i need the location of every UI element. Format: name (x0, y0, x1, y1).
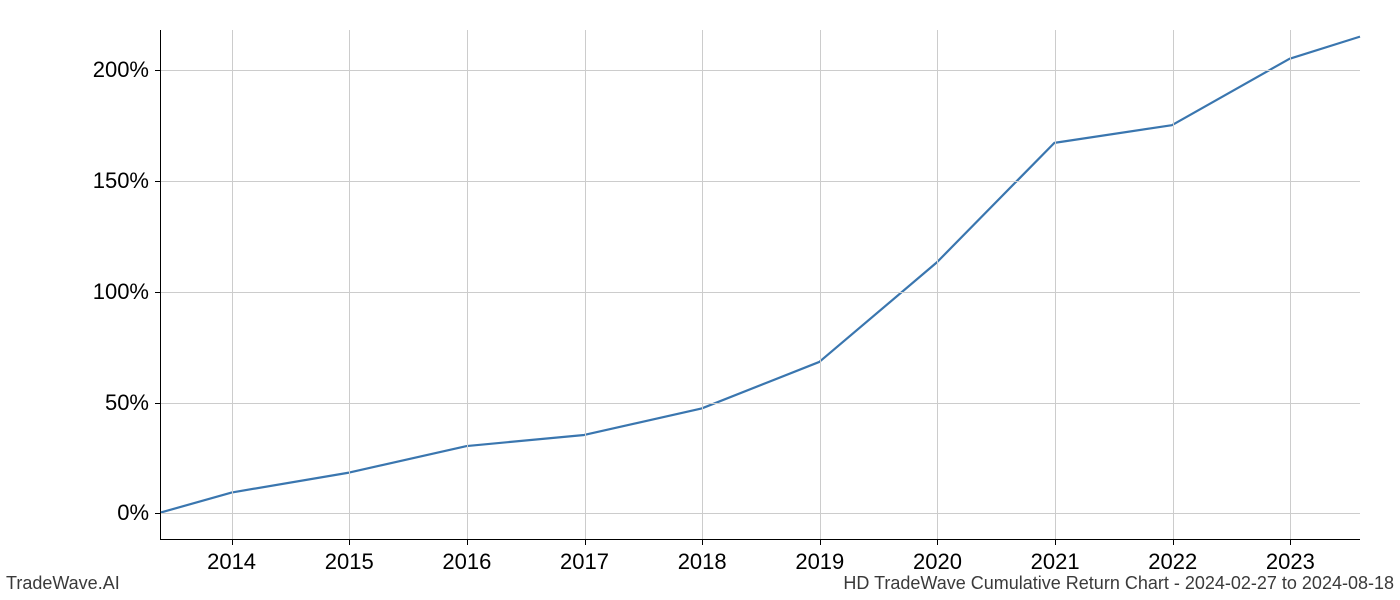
x-axis-label: 2017 (560, 549, 609, 575)
grid-line-v (232, 30, 233, 539)
grid-line-v (937, 30, 938, 539)
grid-line-h (161, 292, 1360, 293)
grid-line-v (349, 30, 350, 539)
y-axis-label: 150% (93, 168, 149, 194)
x-tick (1173, 539, 1174, 545)
x-axis-label: 2022 (1148, 549, 1197, 575)
y-tick (155, 181, 161, 182)
x-tick (585, 539, 586, 545)
plot-area: 0%50%100%150%200%20142015201620172018201… (160, 30, 1360, 540)
grid-line-h (161, 70, 1360, 71)
grid-line-v (1290, 30, 1291, 539)
grid-line-v (1055, 30, 1056, 539)
x-tick (1055, 539, 1056, 545)
x-tick (702, 539, 703, 545)
y-tick (155, 70, 161, 71)
line-series (161, 30, 1360, 539)
x-axis-label: 2014 (207, 549, 256, 575)
x-tick (820, 539, 821, 545)
grid-line-v (585, 30, 586, 539)
x-axis-label: 2015 (325, 549, 374, 575)
y-axis-label: 50% (105, 390, 149, 416)
series-line (161, 37, 1360, 513)
chart-container: 0%50%100%150%200%20142015201620172018201… (160, 30, 1360, 540)
x-tick (1290, 539, 1291, 545)
grid-line-v (467, 30, 468, 539)
x-tick (467, 539, 468, 545)
x-axis-label: 2019 (795, 549, 844, 575)
grid-line-v (702, 30, 703, 539)
x-axis-label: 2023 (1266, 549, 1315, 575)
x-axis-label: 2018 (678, 549, 727, 575)
y-tick (155, 403, 161, 404)
x-tick (349, 539, 350, 545)
x-axis-label: 2020 (913, 549, 962, 575)
y-axis-label: 200% (93, 57, 149, 83)
y-axis-label: 100% (93, 279, 149, 305)
grid-line-h (161, 403, 1360, 404)
y-tick (155, 513, 161, 514)
y-axis-label: 0% (117, 500, 149, 526)
footer-left-text: TradeWave.AI (6, 573, 120, 594)
y-tick (155, 292, 161, 293)
x-tick (937, 539, 938, 545)
x-axis-label: 2016 (442, 549, 491, 575)
grid-line-h (161, 181, 1360, 182)
grid-line-v (820, 30, 821, 539)
x-tick (232, 539, 233, 545)
grid-line-h (161, 513, 1360, 514)
footer-right-text: HD TradeWave Cumulative Return Chart - 2… (843, 573, 1394, 594)
grid-line-v (1173, 30, 1174, 539)
x-axis-label: 2021 (1031, 549, 1080, 575)
